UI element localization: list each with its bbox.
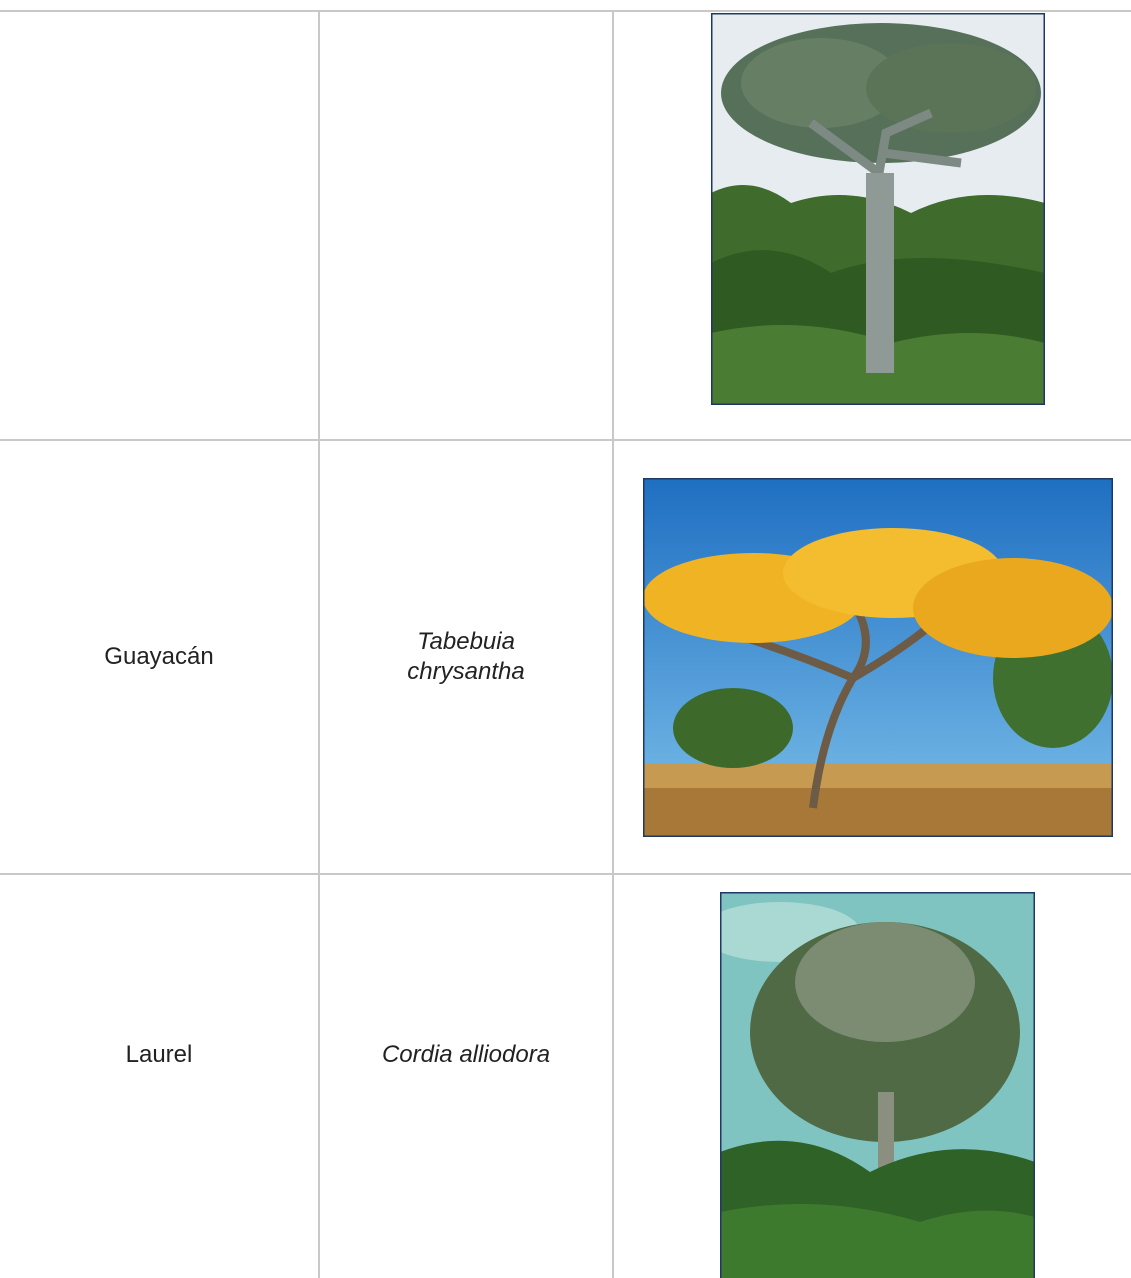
- cell-text: Laurel: [125, 1041, 193, 1068]
- cell-text: Cordia alliodora: [381, 1041, 551, 1068]
- scientific-name: Cordia alliodora: [320, 875, 612, 1235]
- cell-text: Guayacán: [104, 643, 214, 670]
- table-border: [0, 10, 1131, 12]
- column-border: [612, 10, 614, 1278]
- table-border: [0, 439, 1131, 441]
- tree-photo: [720, 892, 1035, 1278]
- tree-photo: [711, 13, 1045, 405]
- column-border: [318, 10, 320, 1278]
- common-name: Laurel: [0, 875, 318, 1235]
- common-name: Guayacán: [0, 441, 318, 873]
- table-border: [0, 873, 1131, 875]
- scientific-name: Tabebuia chrysantha: [320, 441, 612, 873]
- cell-text: Tabebuia chrysantha: [407, 628, 525, 685]
- tree-photo: [643, 478, 1113, 837]
